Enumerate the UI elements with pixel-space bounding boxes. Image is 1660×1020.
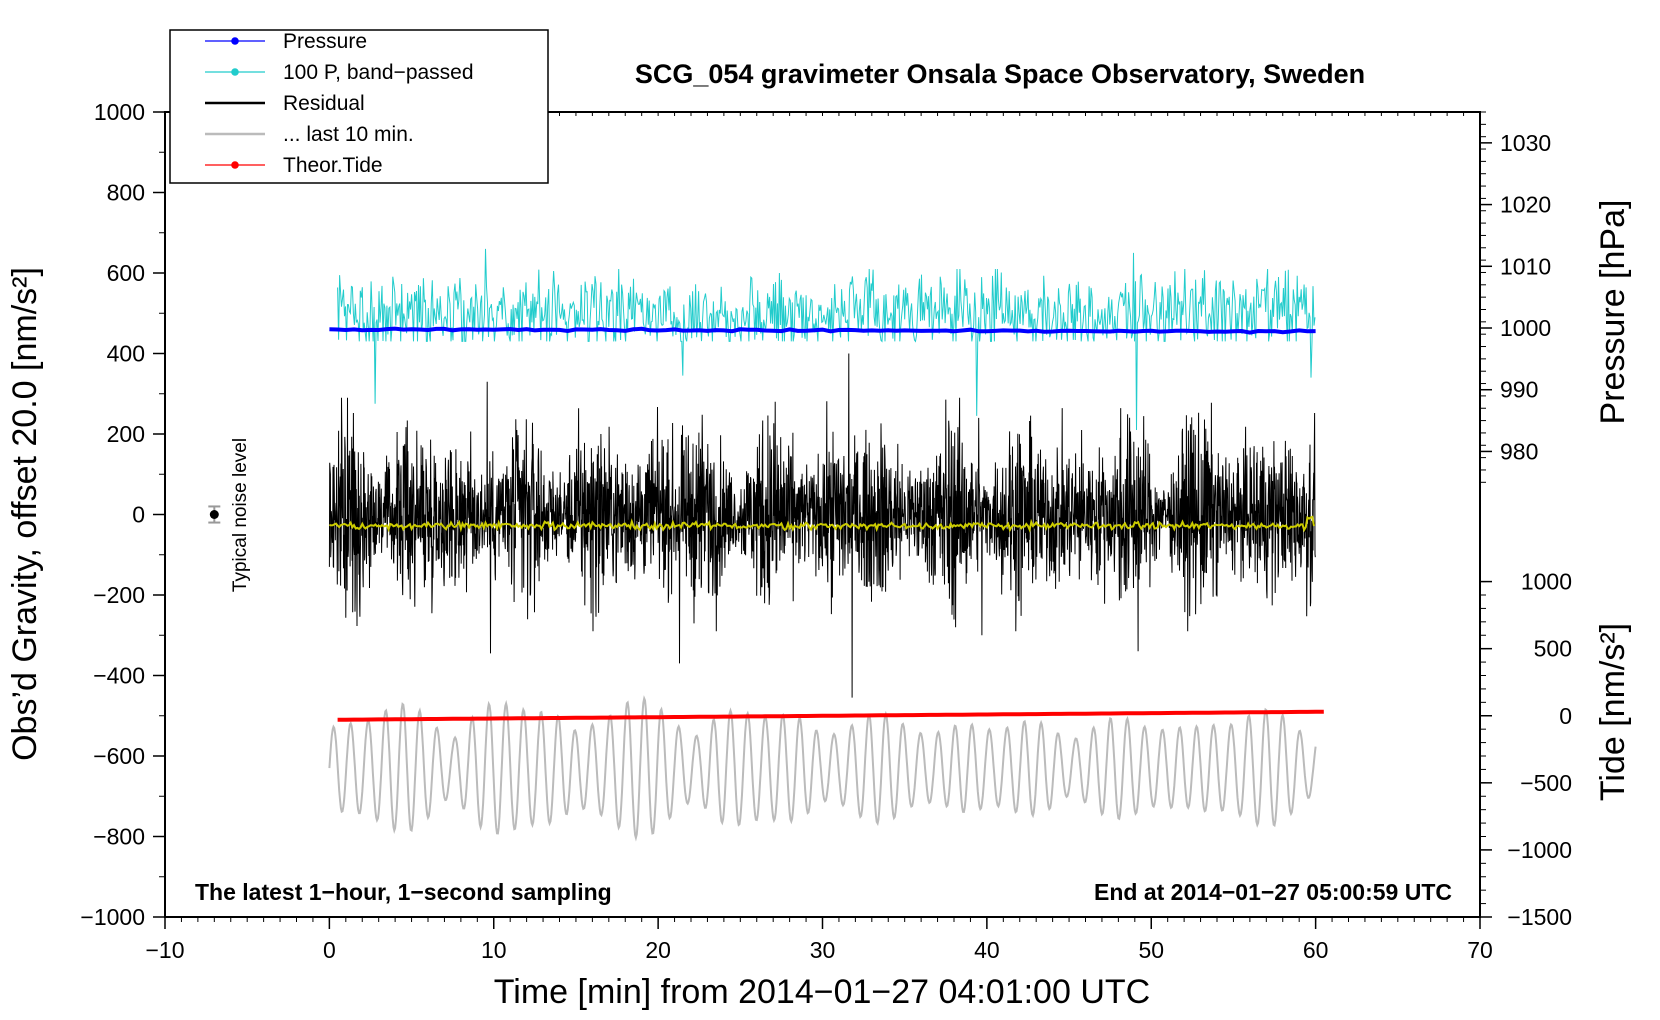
legend-box (169, 29, 549, 184)
noise-point (209, 510, 219, 519)
legend-label: Theor.Tide (283, 154, 383, 177)
series-pressure-bandpassed (337, 248, 1316, 431)
pressure-axis-title: Pressure [hPa] (1594, 200, 1632, 425)
y-tick-label: 1000 (94, 99, 145, 125)
tide-tick-label: −500 (1520, 770, 1572, 796)
x-tick-label: 60 (1303, 937, 1329, 963)
pressure-tick-label: 1010 (1500, 253, 1551, 279)
tide-tick-label: 500 (1534, 636, 1572, 662)
legend-marker (231, 161, 239, 169)
left-note: The latest 1−hour, 1−second sampling (195, 879, 612, 905)
tide-tick-label: 1000 (1521, 569, 1572, 595)
x-tick-label: 40 (974, 937, 1000, 963)
y-tick-label: −800 (93, 824, 145, 850)
series-last-10-min (328, 695, 1317, 842)
noise-level-label: Typical noise level (230, 438, 251, 592)
x-tick-label: −10 (145, 937, 184, 963)
x-tick-label: 20 (645, 937, 671, 963)
y-tick-label: 800 (107, 180, 145, 206)
y-tick-label: −1000 (80, 904, 145, 930)
tide-tick-label: −1000 (1507, 837, 1572, 863)
legend-label: ... last 10 min. (283, 123, 414, 146)
x-tick-label: 70 (1467, 937, 1493, 963)
legend-label: Pressure (283, 30, 367, 53)
y-tick-label: 200 (107, 421, 145, 447)
legend-marker (231, 68, 239, 76)
series-layer (328, 248, 1324, 842)
axes-layer: −10 0 10 20 30 40 50 60 7010008006004002000−200−… (80, 99, 1572, 963)
x-tick-label: 30 (810, 937, 836, 963)
y-tick-label: −400 (93, 663, 145, 689)
y-tick-label: −200 (93, 582, 145, 608)
x-axis-title: Time [min] from 2014−01−27 04:01:00 UTC (494, 973, 1150, 1011)
legend: Pressure 100 P, band−passed Residual ... la… (169, 29, 549, 184)
series-theor-tide (337, 709, 1324, 722)
y-axis-title: Obs’d Gravity, offset 20.0 [nm/s²] (6, 267, 44, 761)
series-residual-smoothed (329, 515, 1315, 533)
y-tick-label: 400 (107, 341, 145, 367)
tide-tick-label: 0 (1559, 703, 1572, 729)
pressure-tick-label: 1000 (1500, 315, 1551, 341)
tide-tick-label: −1500 (1507, 904, 1572, 930)
x-tick-label: 10 (481, 937, 507, 963)
legend-label: 100 P, band−passed (283, 61, 474, 84)
tide-axis-title: Tide [nm/s²] (1594, 623, 1632, 801)
series-pressure (329, 326, 1316, 335)
chart-title: SCG_054 gravimeter Onsala Space Observat… (635, 59, 1365, 89)
pressure-tick-label: 1020 (1500, 192, 1551, 218)
x-tick-label: 0 (323, 937, 336, 963)
y-tick-label: −600 (93, 743, 145, 769)
pressure-tick-label: 1030 (1500, 130, 1551, 156)
y-tick-label: 600 (107, 260, 145, 286)
pressure-tick-label: 990 (1500, 377, 1538, 403)
y-tick-label: 0 (132, 502, 145, 528)
pressure-tick-label: 980 (1500, 438, 1538, 464)
x-tick-label: 50 (1138, 937, 1164, 963)
legend-label: Residual (283, 92, 365, 115)
legend-marker (231, 37, 239, 45)
right-note: End at 2014−01−27 05:00:59 UTC (1094, 879, 1452, 905)
series-residual (328, 353, 1316, 698)
noise-marker (208, 505, 221, 524)
